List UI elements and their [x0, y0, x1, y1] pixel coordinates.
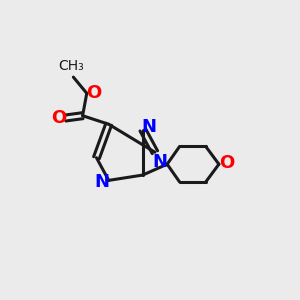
Text: O: O [86, 84, 102, 102]
Text: N: N [153, 153, 168, 171]
Text: O: O [219, 154, 234, 172]
Text: O: O [51, 109, 66, 127]
Text: CH₃: CH₃ [58, 59, 84, 73]
Text: N: N [95, 173, 110, 191]
Text: N: N [142, 118, 157, 136]
